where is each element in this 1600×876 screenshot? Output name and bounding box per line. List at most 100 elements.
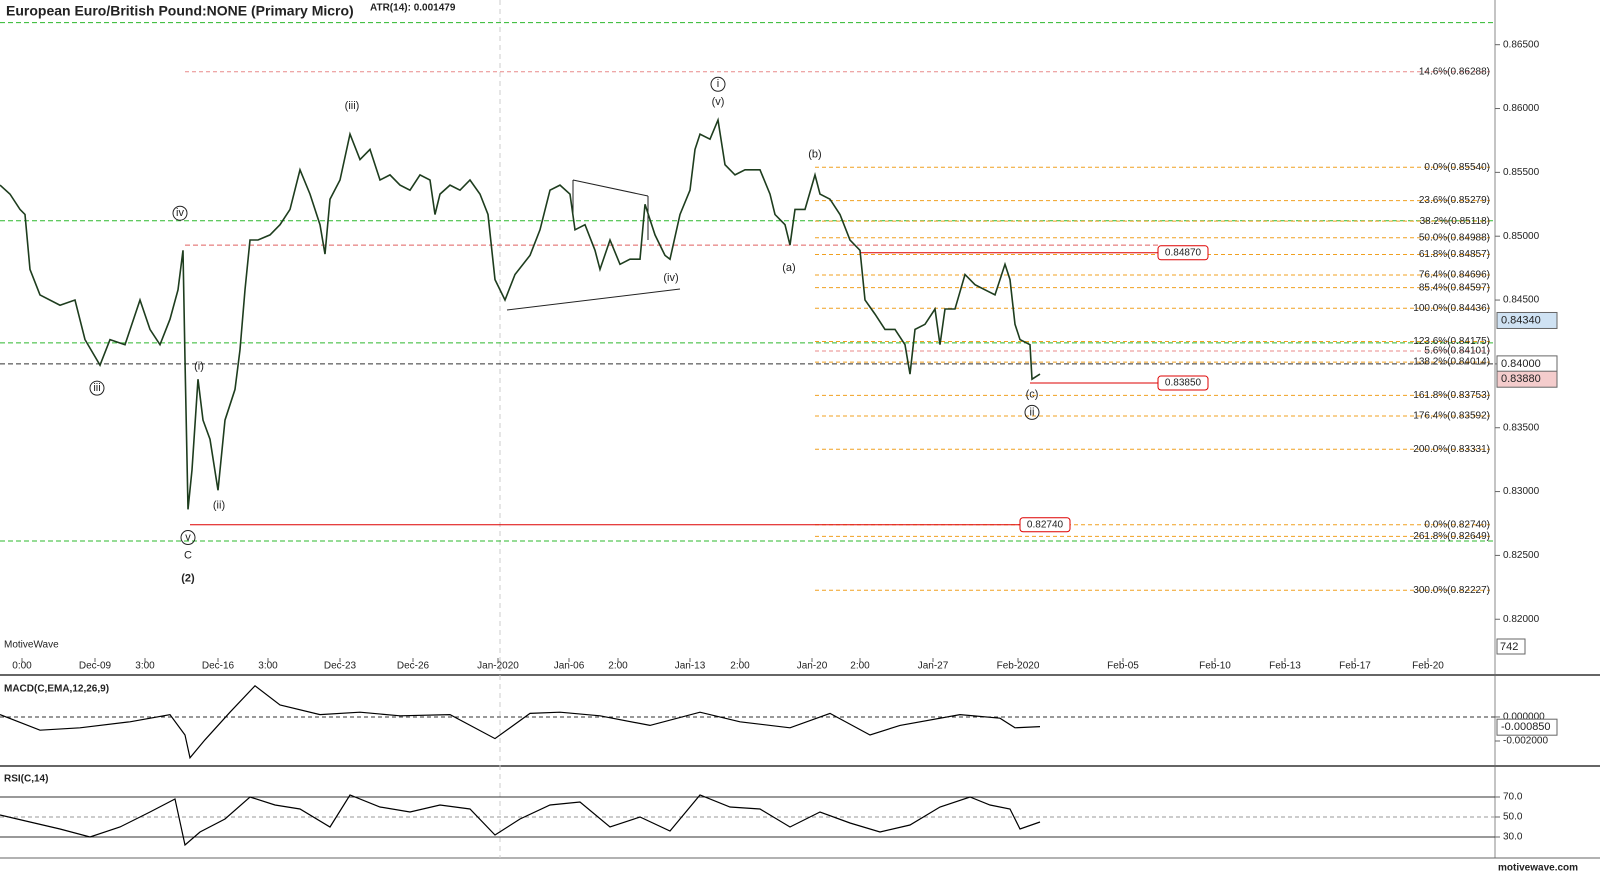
wave-label: C xyxy=(184,549,192,561)
x-tick-label: 2:00 xyxy=(730,661,750,672)
y-tick-label: 0.000000 xyxy=(1503,712,1545,723)
axis-tag: 0.83880 xyxy=(1501,373,1541,385)
axis-tag: 0.84000 xyxy=(1501,358,1541,370)
fib-label: 61.8%(0.84857) xyxy=(1419,249,1490,260)
y-tick-label: 0.83000 xyxy=(1503,486,1540,497)
price-tag-box xyxy=(1157,245,1209,261)
fib-label: 100.0%(0.84436) xyxy=(1413,303,1490,314)
y-tick-label: -0.002000 xyxy=(1503,736,1548,747)
wave-label: (iv) xyxy=(663,272,678,284)
y-tick-label: 50.0 xyxy=(1503,812,1523,823)
x-tick-label: 3:00 xyxy=(258,661,278,672)
wave-circle xyxy=(180,530,196,546)
fib-label: 85.4%(0.84597) xyxy=(1419,282,1490,293)
volume-tag: 742 xyxy=(1500,641,1518,653)
fib-label: 5.6%(0.84101) xyxy=(1424,346,1490,357)
rsi-title: RSI(C,14) xyxy=(4,774,48,785)
fib-label: 123.6%(0.84175) xyxy=(1413,336,1490,347)
fib-label: 176.4%(0.83592) xyxy=(1413,411,1490,422)
x-tick-label: 2:00 xyxy=(850,661,870,672)
wave-circle xyxy=(172,205,188,221)
price-line xyxy=(0,117,1041,510)
x-tick-label: Feb-2020 xyxy=(997,661,1040,672)
wave-label: iv xyxy=(176,207,184,219)
x-tick-label: 0:00 xyxy=(12,661,32,672)
y-tick-label: 70.0 xyxy=(1503,792,1523,803)
x-tick-label: Jan-20 xyxy=(797,661,828,672)
chart-title: European Euro/British Pound:NONE (Primar… xyxy=(6,3,354,19)
triangle-line xyxy=(506,288,681,311)
fib-label: 0.0%(0.85540) xyxy=(1424,162,1490,173)
fib-label: 300.0%(0.82227) xyxy=(1413,585,1490,596)
price-tag: 0.82740 xyxy=(1027,519,1064,530)
y-tick-label: 0.82500 xyxy=(1503,550,1540,561)
wave-label: i xyxy=(717,78,719,90)
wave-label: iii xyxy=(93,382,100,394)
x-tick-label: Dec-09 xyxy=(79,661,112,672)
x-tick-label: Dec-23 xyxy=(324,661,357,672)
x-tick-label: Feb-20 xyxy=(1412,661,1444,672)
wave-label: (c) xyxy=(1026,388,1039,400)
price-tag: 0.84870 xyxy=(1165,247,1202,258)
y-tick-label: 0.83500 xyxy=(1503,422,1540,433)
price-tag-box xyxy=(1019,517,1071,533)
macd-title: MACD(C,EMA,12,26,9) xyxy=(4,684,109,695)
wave-label: (i) xyxy=(194,360,204,372)
x-tick-label: Feb-17 xyxy=(1339,661,1371,672)
fib-label: 50.0%(0.84988) xyxy=(1419,232,1490,243)
wave-circle xyxy=(89,380,105,396)
wave-label: ii xyxy=(1030,406,1035,418)
price-line xyxy=(0,684,1041,760)
fib-label: 38.2%(0.85118) xyxy=(1420,216,1490,227)
watermark: MotiveWave xyxy=(4,640,59,651)
x-tick-label: Jan-13 xyxy=(675,661,706,672)
footer: motivewave.com xyxy=(1498,863,1578,874)
x-tick-label: Jan-27 xyxy=(918,661,949,672)
volume-tag-box xyxy=(1496,638,1526,655)
x-tick-label: Jan-06 xyxy=(554,661,585,672)
x-tick-label: Dec-16 xyxy=(202,661,235,672)
fib-label: 200.0%(0.83331) xyxy=(1413,444,1490,455)
x-tick-label: 2:00 xyxy=(608,661,628,672)
wave-label: (v) xyxy=(712,96,725,108)
x-tick-label: Feb-05 xyxy=(1107,661,1139,672)
x-tick-label: Feb-10 xyxy=(1199,661,1231,672)
wave-label: (ii) xyxy=(213,500,225,512)
fib-label: 14.6%(0.86288) xyxy=(1419,66,1490,77)
y-tick-label: 0.86500 xyxy=(1503,39,1540,50)
price-line xyxy=(0,794,1041,847)
x-tick-label: Dec-26 xyxy=(397,661,430,672)
x-tick-label: Jan-2020 xyxy=(477,661,519,672)
wave-circle xyxy=(1024,404,1040,420)
wave-label: (iii) xyxy=(345,100,360,112)
wave-label: (2) xyxy=(181,572,195,584)
fib-label: 138.2%(0.84014) xyxy=(1413,357,1490,368)
axis-tag: 0.84340 xyxy=(1501,314,1541,326)
triangle-line xyxy=(572,179,649,197)
x-tick-label: 3:00 xyxy=(135,661,155,672)
fib-label: 76.4%(0.84696) xyxy=(1419,270,1490,281)
axis-tag: -0.000850 xyxy=(1501,721,1551,733)
fib-label: 0.0%(0.82740) xyxy=(1424,519,1490,530)
y-tick-label: 0.82000 xyxy=(1503,614,1540,625)
y-tick-label: 0.84500 xyxy=(1503,295,1540,306)
x-tick-label: Feb-13 xyxy=(1269,661,1301,672)
y-tick-label: 0.85500 xyxy=(1503,167,1540,178)
wave-label: (b) xyxy=(808,148,821,160)
y-tick-label: 0.86000 xyxy=(1503,103,1540,114)
fib-label: 261.8%(0.82649) xyxy=(1413,531,1490,542)
fib-label: 23.6%(0.85279) xyxy=(1419,195,1490,206)
wave-label: (a) xyxy=(782,262,795,274)
axis-tag-box xyxy=(1496,311,1558,329)
axis-tag-box xyxy=(1496,370,1558,388)
price-tag-box xyxy=(1157,375,1209,391)
wave-label: v xyxy=(185,531,191,543)
atr-label: ATR(14): 0.001479 xyxy=(370,3,456,14)
y-tick-label: 0.85000 xyxy=(1503,231,1540,242)
y-tick-label: 30.0 xyxy=(1503,832,1523,843)
fib-label: 161.8%(0.83753) xyxy=(1413,390,1490,401)
wave-circle xyxy=(710,76,726,92)
